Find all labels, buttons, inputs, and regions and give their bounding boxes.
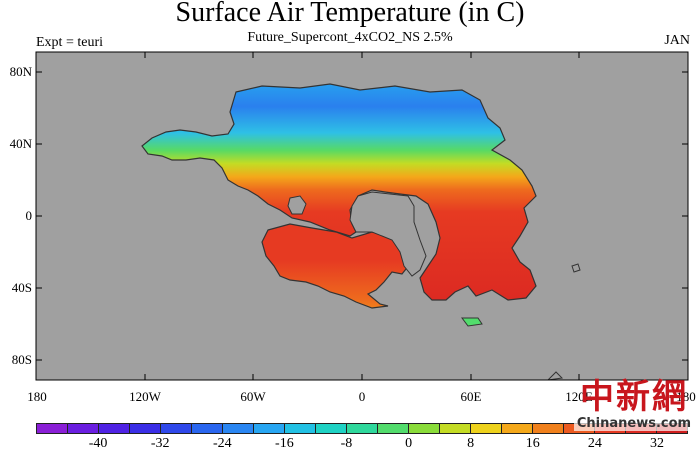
colorbar-label: -16 [275,436,294,451]
colorbar-swatch [316,424,347,433]
lon-label-180w: 180 [27,389,47,404]
colorbar-swatch [440,424,471,433]
colorbar-swatch [285,424,316,433]
island-east [571,263,581,273]
colorbar-swatch [409,424,440,433]
colorbar-swatch [130,424,161,433]
colorbar-swatch [192,424,223,433]
colorbar [36,423,688,434]
colorbar-swatch [99,424,130,433]
month-label: JAN [664,33,690,48]
colorbar-swatch [68,424,99,433]
watermark-english: Chinanews.com [574,416,694,431]
colorbar-label: 16 [525,436,540,451]
colorbar-swatch [378,424,409,433]
lat-label-40n: 40N [9,136,32,151]
island-south [461,317,483,327]
colorbar-label: 32 [649,436,664,451]
lake [287,195,307,215]
colorbar-label: 8 [467,436,475,451]
map-subtitle: Future_Supercont_4xCO2_NS 2.5% [247,30,453,45]
lon-label-60w: 60W [240,389,266,404]
lon-label-0: 0 [358,389,366,404]
map-title: Surface Air Temperature (in C) [175,0,525,28]
colorbar-swatch [502,424,533,433]
experiment-label: Expt = teuri [36,35,103,50]
colorbar-label: 24 [587,436,602,451]
colorbar-label: 0 [405,436,413,451]
lat-label-80s: 80S [11,352,32,367]
colorbar-swatch [254,424,285,433]
colorbar-swatch [533,424,564,433]
watermark-logo: 中新網 Chinanews.com [574,378,694,431]
lon-ticks [144,52,580,380]
colorbar-label: -32 [150,436,170,451]
watermark-chinese: 中新網 [580,377,688,417]
colorbar-label: -40 [88,436,108,451]
lon-label-180e: 180 [676,389,696,404]
colorbar-swatch [37,424,68,433]
northern-landmass [141,83,537,301]
land-fields [36,52,688,380]
colorbar-swatch [223,424,254,433]
lat-label-80n: 80N [9,64,32,79]
colorbar-swatch [347,424,378,433]
lat-label-40s: 40S [11,280,32,295]
inland-sea [349,191,427,277]
lat-label-0: 0 [25,208,33,223]
colorbar-label: -24 [212,436,232,451]
southern-landmass [261,223,411,309]
colorbar-label: -8 [340,436,353,451]
lon-label-120w: 120W [129,389,161,404]
colorbar-swatch [471,424,502,433]
lat-ticks [36,71,688,361]
lon-label-60e: 60E [460,389,482,404]
island-arc [547,371,564,380]
colorbar-swatch [161,424,192,433]
lon-label-120e: 120E [565,389,593,404]
